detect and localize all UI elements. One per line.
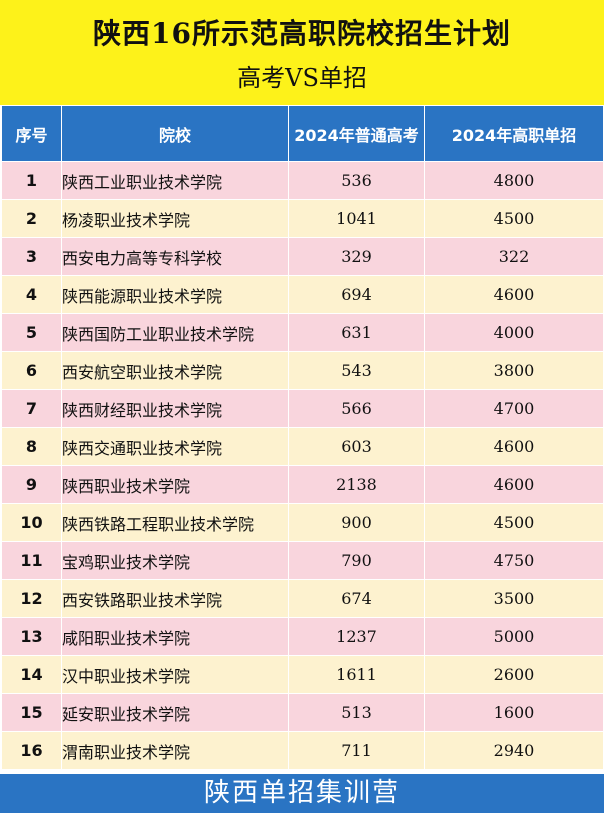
footer-banner: 陕西单招集训营 <box>0 774 604 813</box>
cell-gaokao: 603 <box>288 427 425 466</box>
cell-school-name: 陕西交通职业技术学院 <box>61 427 289 466</box>
enrollment-table: 序号 院校 2024年普通高考 2024年高职单招 1 陕西工业职业技术学院 536… <box>1 105 604 770</box>
table-row: 11 宝鸡职业技术学院 790 4750 <box>1 541 604 580</box>
cell-school-name: 西安铁路职业技术学院 <box>61 579 289 618</box>
cell-gaokao: 790 <box>288 541 425 580</box>
cell-danzhao: 5000 <box>424 617 604 656</box>
cell-gaokao: 900 <box>288 503 425 542</box>
table-body: 1 陕西工业职业技术学院 536 4800 2 杨凌职业技术学院 1041 4500 3 西安电力… <box>1 161 604 770</box>
cell-school-name: 咸阳职业技术学院 <box>61 617 289 656</box>
cell-school-name: 延安职业技术学院 <box>61 693 289 732</box>
table-row: 9 陕西职业技术学院 2138 4600 <box>1 465 604 504</box>
table-row: 1 陕西工业职业技术学院 536 4800 <box>1 161 604 200</box>
table-row: 3 西安电力高等专科学校 329 322 <box>1 237 604 276</box>
cell-danzhao: 4800 <box>424 161 604 200</box>
cell-school-name: 陕西财经职业技术学院 <box>61 389 289 428</box>
cell-school-name: 汉中职业技术学院 <box>61 655 289 694</box>
cell-seq: 5 <box>1 313 62 352</box>
cell-danzhao: 4600 <box>424 427 604 466</box>
table-row: 2 杨凌职业技术学院 1041 4500 <box>1 199 604 238</box>
cell-school-name: 陕西能源职业技术学院 <box>61 275 289 314</box>
cell-seq: 8 <box>1 427 62 466</box>
cell-school-name: 陕西职业技术学院 <box>61 465 289 504</box>
table-row: 5 陕西国防工业职业技术学院 631 4000 <box>1 313 604 352</box>
table-row: 16 渭南职业技术学院 711 2940 <box>1 731 604 770</box>
page-subtitle: 高考VS单招 <box>237 64 367 92</box>
cell-danzhao: 4750 <box>424 541 604 580</box>
table-row: 6 西安航空职业技术学院 543 3800 <box>1 351 604 390</box>
cell-seq: 2 <box>1 199 62 238</box>
cell-seq: 4 <box>1 275 62 314</box>
cell-gaokao: 694 <box>288 275 425 314</box>
cell-seq: 7 <box>1 389 62 428</box>
cell-danzhao: 3800 <box>424 351 604 390</box>
cell-school-name: 陕西工业职业技术学院 <box>61 161 289 200</box>
header-banner: 陕西16所示范高职院校招生计划 高考VS单招 <box>0 0 604 105</box>
cell-danzhao: 2600 <box>424 655 604 694</box>
cell-school-name: 杨凌职业技术学院 <box>61 199 289 238</box>
cell-gaokao: 2138 <box>288 465 425 504</box>
cell-seq: 11 <box>1 541 62 580</box>
table-row: 15 延安职业技术学院 513 1600 <box>1 693 604 732</box>
table-row: 10 陕西铁路工程职业技术学院 900 4500 <box>1 503 604 542</box>
column-header-gaokao: 2024年普通高考 <box>288 105 425 162</box>
cell-gaokao: 1237 <box>288 617 425 656</box>
cell-danzhao: 4700 <box>424 389 604 428</box>
table-row: 12 西安铁路职业技术学院 674 3500 <box>1 579 604 618</box>
cell-gaokao: 1041 <box>288 199 425 238</box>
cell-danzhao: 3500 <box>424 579 604 618</box>
cell-seq: 14 <box>1 655 62 694</box>
cell-seq: 3 <box>1 237 62 276</box>
cell-gaokao: 1611 <box>288 655 425 694</box>
table-row: 7 陕西财经职业技术学院 566 4700 <box>1 389 604 428</box>
table-row: 4 陕西能源职业技术学院 694 4600 <box>1 275 604 314</box>
cell-school-name: 陕西国防工业职业技术学院 <box>61 313 289 352</box>
cell-seq: 1 <box>1 161 62 200</box>
table-row: 14 汉中职业技术学院 1611 2600 <box>1 655 604 694</box>
cell-gaokao: 513 <box>288 693 425 732</box>
cell-gaokao: 329 <box>288 237 425 276</box>
cell-seq: 15 <box>1 693 62 732</box>
cell-gaokao: 674 <box>288 579 425 618</box>
cell-danzhao: 1600 <box>424 693 604 732</box>
cell-seq: 13 <box>1 617 62 656</box>
cell-danzhao: 2940 <box>424 731 604 770</box>
cell-seq: 16 <box>1 731 62 770</box>
cell-gaokao: 543 <box>288 351 425 390</box>
table-row: 8 陕西交通职业技术学院 603 4600 <box>1 427 604 466</box>
cell-school-name: 西安电力高等专科学校 <box>61 237 289 276</box>
table-row: 13 咸阳职业技术学院 1237 5000 <box>1 617 604 656</box>
cell-danzhao: 4500 <box>424 503 604 542</box>
cell-gaokao: 631 <box>288 313 425 352</box>
cell-gaokao: 566 <box>288 389 425 428</box>
cell-seq: 9 <box>1 465 62 504</box>
cell-gaokao: 536 <box>288 161 425 200</box>
cell-school-name: 西安航空职业技术学院 <box>61 351 289 390</box>
cell-school-name: 陕西铁路工程职业技术学院 <box>61 503 289 542</box>
cell-danzhao: 4600 <box>424 465 604 504</box>
cell-danzhao: 4000 <box>424 313 604 352</box>
cell-school-name: 宝鸡职业技术学院 <box>61 541 289 580</box>
column-header-school: 院校 <box>61 105 289 162</box>
column-header-danzhao: 2024年高职单招 <box>424 105 604 162</box>
page-title: 陕西16所示范高职院校招生计划 <box>93 17 511 50</box>
cell-school-name: 渭南职业技术学院 <box>61 731 289 770</box>
cell-gaokao: 711 <box>288 731 425 770</box>
column-header-seq: 序号 <box>1 105 62 162</box>
cell-danzhao: 4600 <box>424 275 604 314</box>
cell-seq: 10 <box>1 503 62 542</box>
table-header-row: 序号 院校 2024年普通高考 2024年高职单招 <box>1 105 604 162</box>
cell-danzhao: 4500 <box>424 199 604 238</box>
cell-danzhao: 322 <box>424 237 604 276</box>
cell-seq: 6 <box>1 351 62 390</box>
cell-seq: 12 <box>1 579 62 618</box>
